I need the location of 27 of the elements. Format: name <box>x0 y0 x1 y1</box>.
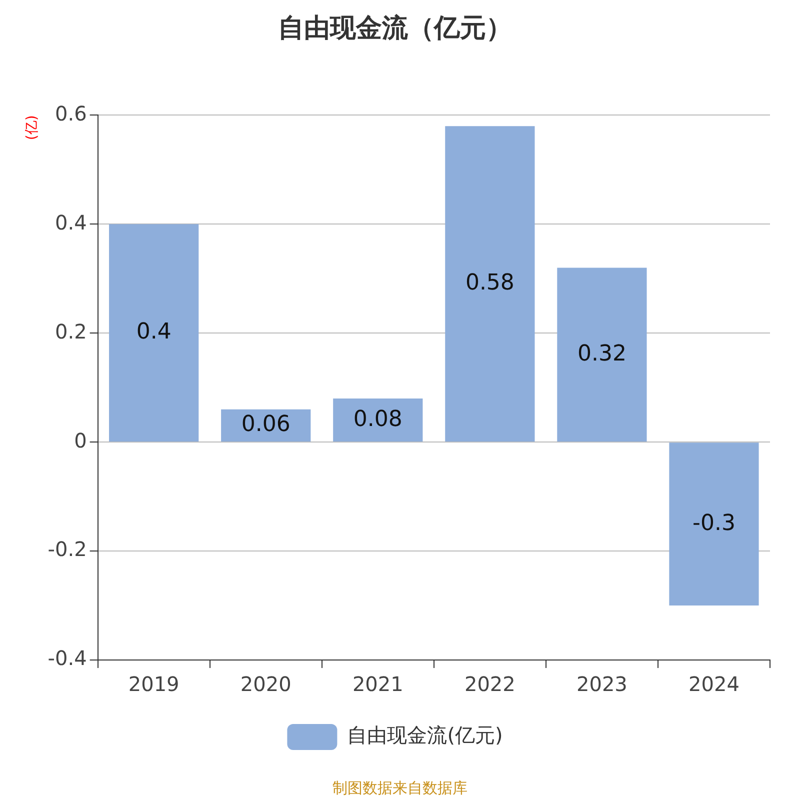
bar <box>333 398 423 442</box>
bar <box>445 126 535 442</box>
chart-title: 自由现金流（亿元） <box>278 13 512 44</box>
bar <box>669 442 759 606</box>
y-tick-label: 0 <box>74 428 87 452</box>
legend-label: 自由现金流(亿元) <box>347 723 503 748</box>
y-axis-title: (亿) <box>24 115 40 140</box>
data-label: 0.32 <box>577 341 626 366</box>
x-tick-label: 2024 <box>688 672 740 696</box>
y-tick-label: 0.4 <box>55 210 87 234</box>
text: 制图数据来自数据库 <box>332 778 468 797</box>
y-tick-label: 0.6 <box>55 101 87 126</box>
x-tick-label: 2021 <box>352 672 404 696</box>
x-tick-label: 2020 <box>240 672 292 696</box>
y-tick-label: -0.4 <box>48 646 87 670</box>
y-tick-label: -0.2 <box>48 537 87 562</box>
x-tick-label: 2019 <box>128 672 180 696</box>
bar <box>557 268 647 442</box>
data-label: 0.58 <box>465 270 514 296</box>
data-label: 0.08 <box>353 406 402 432</box>
x-tick-label: 2023 <box>576 672 628 696</box>
data-label: 0.06 <box>241 412 290 438</box>
x-tick-label: 2022 <box>464 672 516 696</box>
data-label: 0.4 <box>136 320 172 345</box>
bar <box>109 224 199 442</box>
data-label: -0.3 <box>692 510 736 536</box>
y-tick-label: 0.2 <box>55 319 87 344</box>
